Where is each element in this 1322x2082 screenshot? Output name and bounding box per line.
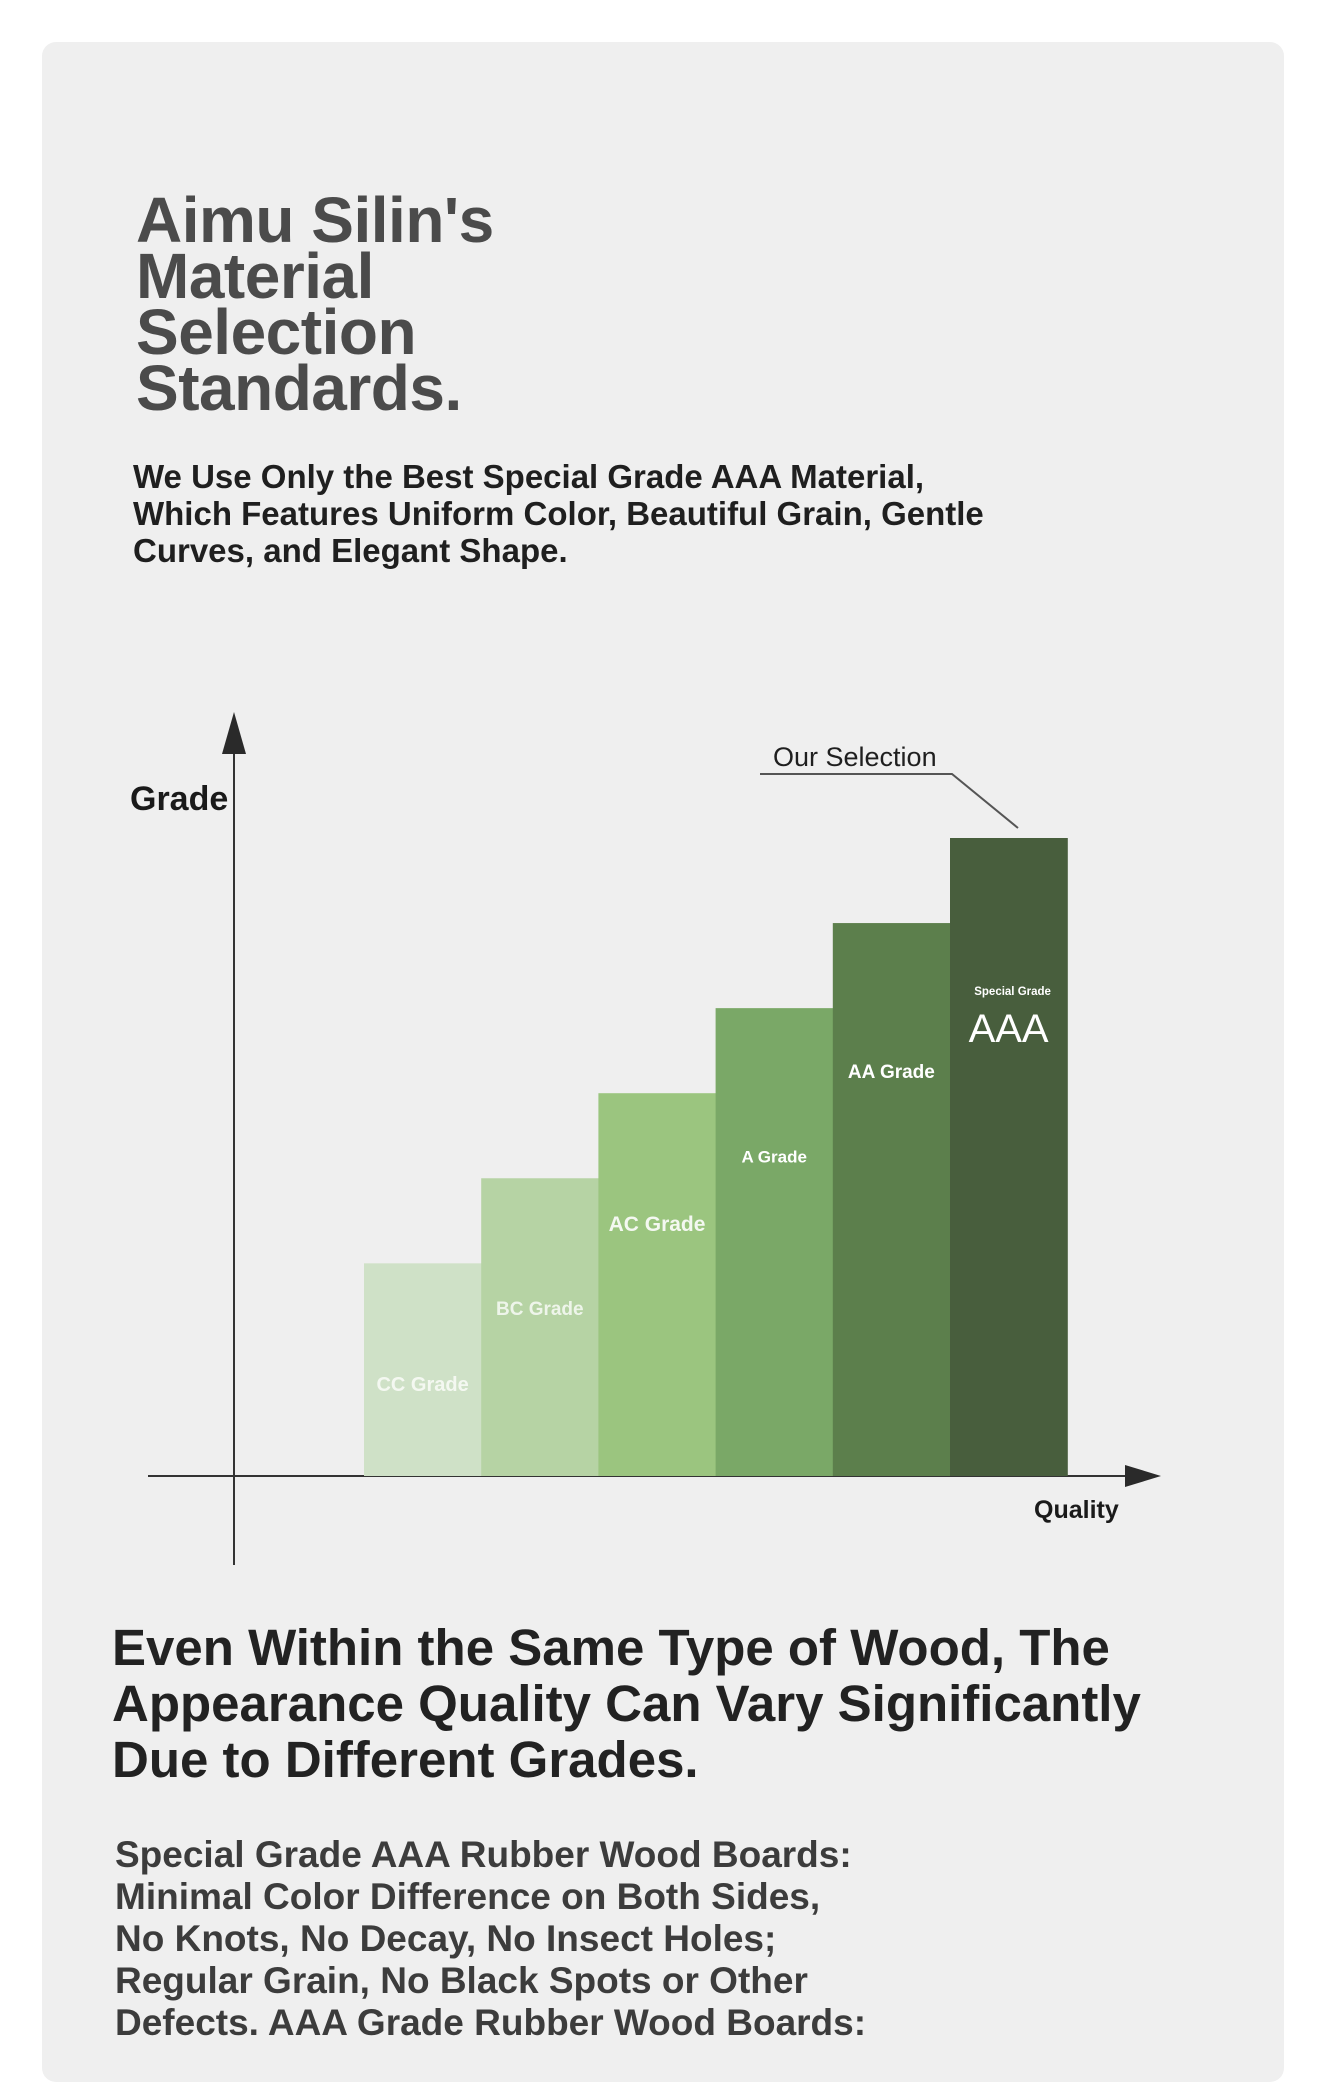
bar-label-prefix: Special Grade [974,986,1051,998]
bar-label: AC Grade [609,1213,706,1236]
title-line: Selection [136,296,417,368]
bar [364,1263,482,1476]
callout-leader-line [760,773,1019,829]
subtitle-line: We Use Only the Best Special Grade AAA M… [133,458,925,495]
paragraph-line: Regular Grain, No Black Spots or Other [115,1960,808,2001]
bar-label: CC Grade [376,1374,468,1396]
paragraph-line: Defects. AAA Grade Rubber Wood Boards: [115,2002,867,2043]
grade-chart: Grade Quality CC Grade BC Grade AC Grade A … [130,712,1161,1565]
bar-label: A Grade [741,1148,807,1167]
x-axis-arrow-icon [1125,1465,1161,1487]
section-heading: Even Within the Same Type of Wood, The A… [112,1620,1252,1788]
content-card [42,42,1284,2082]
bar-label-highlight: AAA [969,1007,1049,1051]
paragraph-line: Special Grade AAA Rubber Wood Boards: [115,1834,852,1875]
paragraph-line: Minimal Color Difference on Both Sides, [115,1876,821,1917]
bars-group [364,838,1068,1476]
bar [950,838,1068,1476]
x-axis-label: Quality [1034,1496,1119,1524]
title-line: Material [136,240,374,312]
title-line: Aimu Silin's [136,184,494,256]
heading-line: Due to Different Grades. [112,1731,699,1788]
y-axis-arrow-icon [222,712,246,754]
callout-label: Our Selection [773,742,937,772]
grade-description: Special Grade AAA Rubber Wood Boards: Mi… [115,1834,1215,2044]
heading-line: Appearance Quality Can Vary Significantl… [112,1675,1141,1732]
title-line: Standards. [136,352,462,424]
page-subtitle: We Use Only the Best Special Grade AAA M… [133,458,1093,569]
bar [481,1178,599,1476]
bar-label: BC Grade [496,1299,584,1320]
subtitle-line: Curves, and Elegant Shape. [133,532,568,569]
paragraph-line: No Knots, No Decay, No Insect Holes; [115,1918,777,1959]
subtitle-line: Which Features Uniform Color, Beautiful … [133,495,984,532]
y-axis-label: Grade [130,780,228,818]
bar [832,923,951,1476]
heading-line: Even Within the Same Type of Wood, The [112,1619,1110,1676]
bar-labels-group: CC Grade BC Grade AC Grade A Grade AA Grade S… [376,986,1050,1396]
page-title: Aimu Silin's Material Selection Standard… [136,184,696,424]
bar [715,1008,834,1476]
bar-label: AA Grade [848,1062,935,1083]
bar [598,1093,717,1476]
